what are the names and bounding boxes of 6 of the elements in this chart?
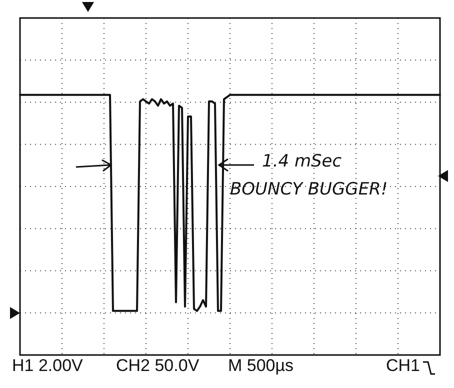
text: CH2 50.0V — [116, 356, 200, 376]
text: H1 2.00V — [12, 356, 83, 376]
text: CH1 — [386, 356, 420, 376]
text: M 500µs — [228, 356, 294, 376]
annotation: BOUNCY BUGGER! — [230, 179, 388, 200]
annotation: 1.4 mSec — [262, 151, 342, 172]
